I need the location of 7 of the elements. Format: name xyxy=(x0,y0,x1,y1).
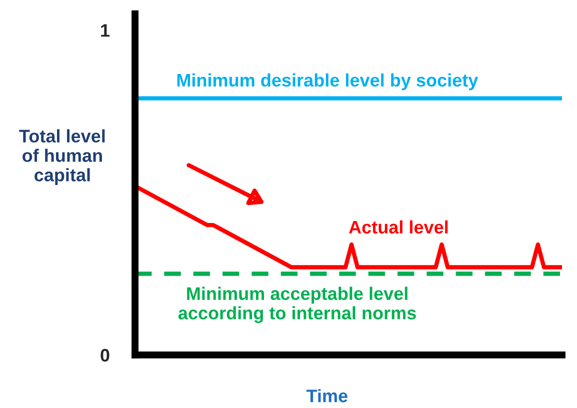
ref-line-label: Minimum acceptable level according to internal norms xyxy=(178,286,416,324)
x-axis-title: Time xyxy=(306,389,348,402)
ref-line-label: Minimum desirable level by society xyxy=(177,73,478,90)
y-tick-label: 0 xyxy=(100,348,110,362)
y-tick-label: 1 xyxy=(101,24,110,37)
series-label: Actual level xyxy=(348,220,448,234)
y-axis-title: Total level of human capital xyxy=(19,129,105,185)
